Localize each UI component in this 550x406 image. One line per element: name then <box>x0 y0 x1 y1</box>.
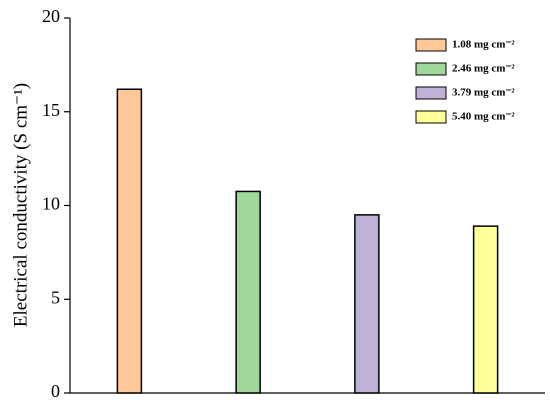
legend-swatch <box>415 110 447 124</box>
legend-label: 1.08 mg cm⁻² <box>452 39 515 51</box>
legend-label: 3.79 mg cm⁻² <box>452 87 515 99</box>
y-tick-label: 20 <box>42 6 60 26</box>
bar <box>354 214 380 394</box>
y-tick-label: 5 <box>51 287 60 307</box>
bar <box>472 225 499 394</box>
bar <box>116 88 143 394</box>
y-tick-label: 0 <box>51 381 60 401</box>
y-tick-label: 10 <box>42 194 60 214</box>
bar <box>235 190 261 394</box>
legend-swatch <box>415 62 447 76</box>
legend-label: 2.46 mg cm⁻² <box>452 63 515 75</box>
y-axis-label: Electrical conductivity (S cm⁻¹) <box>10 83 31 327</box>
legend-swatch <box>415 86 447 100</box>
legend-label: 5.40 mg cm⁻² <box>452 111 515 123</box>
y-tick-label: 15 <box>42 100 60 120</box>
legend-swatch <box>415 38 447 52</box>
